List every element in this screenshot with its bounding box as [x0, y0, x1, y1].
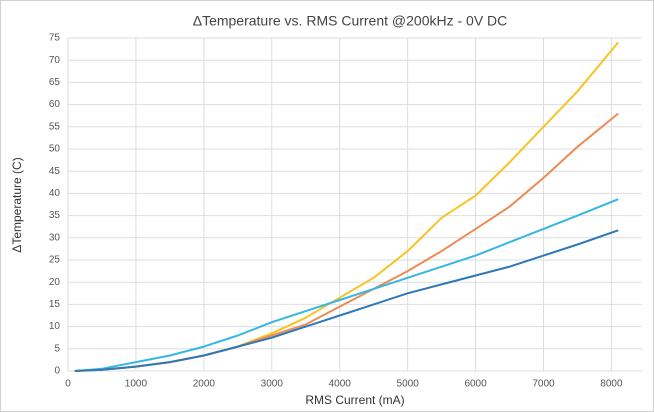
y-tick-label: 20: [49, 277, 61, 288]
y-tick-label: 55: [49, 121, 61, 132]
x-tick-label: 6000: [464, 379, 487, 390]
x-tick-label: 2000: [193, 379, 216, 390]
y-tick-label: 65: [49, 77, 61, 88]
y-tick-label: 75: [49, 33, 61, 44]
y-tick-label: 5: [54, 343, 60, 354]
y-tick-label: 15: [49, 299, 61, 310]
y-tick-label: 60: [49, 99, 61, 110]
chart-title: ΔTemperature vs. RMS Current @200kHz - 0…: [193, 13, 508, 29]
y-tick-label: 0: [54, 366, 60, 377]
y-tick-label: 50: [49, 144, 61, 155]
x-tick-label: 7000: [532, 379, 555, 390]
y-tick-label: 70: [49, 55, 61, 66]
y-tick-label: 40: [49, 188, 61, 199]
y-tick-label: 25: [49, 255, 61, 266]
series-line: [74, 198, 619, 372]
x-tick-label: 8000: [600, 379, 623, 390]
series-line: [74, 229, 619, 372]
x-tick-label: 4000: [329, 379, 352, 390]
x-tick-label: 3000: [261, 379, 284, 390]
x-axis-title: RMS Current (mA): [305, 393, 404, 407]
x-tick-label: 5000: [397, 379, 420, 390]
y-tick-label: 30: [49, 232, 61, 243]
x-tick-label: 0: [65, 379, 71, 390]
y-tick-label: 35: [49, 210, 61, 221]
x-tick-label: 1000: [125, 379, 148, 390]
y-tick-label: 10: [49, 321, 61, 332]
y-axis-title: ΔTemperature (C): [10, 157, 24, 252]
y-tick-label: 45: [49, 166, 61, 177]
